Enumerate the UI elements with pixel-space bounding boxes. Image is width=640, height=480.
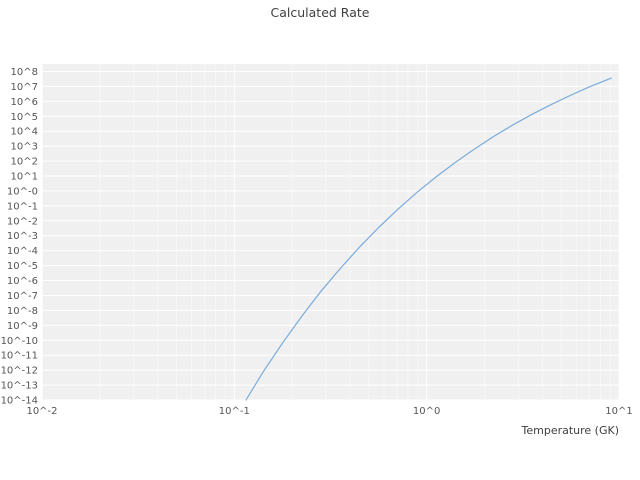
y-tick-label: 10^-5 <box>7 261 38 272</box>
y-tick-label: 10^2 <box>11 157 38 168</box>
y-axis-tick-labels: 10^8 10^7 10^6 10^5 10^4 10^3 10^2 10^1 10^-0 10^… <box>1 67 38 407</box>
x-axis-label: Temperature (GK) <box>521 424 620 437</box>
y-tick-label: 10^-1 <box>7 201 38 212</box>
y-tick-label: 10^-8 <box>7 306 38 317</box>
y-tick-label: 10^-3 <box>7 231 38 242</box>
y-tick-label: 10^5 <box>11 112 38 123</box>
y-tick-label: 10^-2 <box>7 216 38 227</box>
x-tick-label: 10^0 <box>413 406 440 417</box>
y-tick-label: 10^-13 <box>1 381 38 392</box>
y-tick-label: 10^-4 <box>7 246 38 257</box>
x-axis-tick-labels: 10^-2 10^-1 10^0 10^1 <box>26 406 632 417</box>
y-tick-label: 10^-12 <box>1 366 38 377</box>
y-tick-label: 10^-0 <box>7 186 38 197</box>
y-tick-label: 10^6 <box>11 97 38 108</box>
y-tick-label: 10^1 <box>11 171 38 182</box>
y-tick-label: 10^4 <box>11 127 38 138</box>
y-tick-label: 10^8 <box>11 67 38 78</box>
major-gridlines <box>41 64 620 401</box>
x-tick-label: 10^-2 <box>26 406 57 417</box>
minor-gridlines <box>99 64 611 400</box>
x-tick-label: 10^1 <box>605 406 632 417</box>
rate-curve <box>245 77 612 401</box>
y-tick-label: 10^-7 <box>7 291 38 302</box>
data-series <box>245 77 612 401</box>
chart-title: Calculated Rate <box>271 5 370 20</box>
y-tick-label: 10^-11 <box>1 351 38 362</box>
y-tick-label: 10^7 <box>11 82 38 93</box>
y-tick-label: 10^-14 <box>1 396 38 407</box>
y-tick-label: 10^-10 <box>1 336 38 347</box>
y-tick-label: 10^-6 <box>7 276 38 287</box>
y-tick-label: 10^-9 <box>7 321 38 332</box>
x-tick-label: 10^-1 <box>219 406 250 417</box>
y-tick-label: 10^3 <box>11 142 38 153</box>
